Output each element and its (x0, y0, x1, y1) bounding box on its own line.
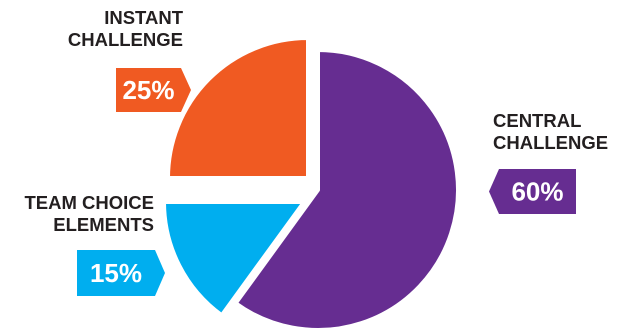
slice-central-challenge (233, 48, 460, 332)
label-team-choice-elements: TEAM CHOICE ELEMENTS (25, 192, 155, 235)
percent-team-choice-elements: 15% (90, 258, 142, 288)
callout-team-choice-elements (77, 250, 165, 296)
percent-instant-challenge: 25% (122, 75, 174, 105)
percent-central-challenge: 60% (511, 177, 563, 207)
label-instant-challenge: INSTANT CHALLENGE (68, 7, 184, 50)
callout-central-challenge (489, 169, 576, 214)
slice-instant-challenge (166, 36, 310, 180)
label-central-challenge: CENTRAL CHALLENGE (493, 110, 608, 153)
slice-team-choice-elements (162, 200, 306, 318)
callout-instant-challenge (116, 68, 191, 112)
